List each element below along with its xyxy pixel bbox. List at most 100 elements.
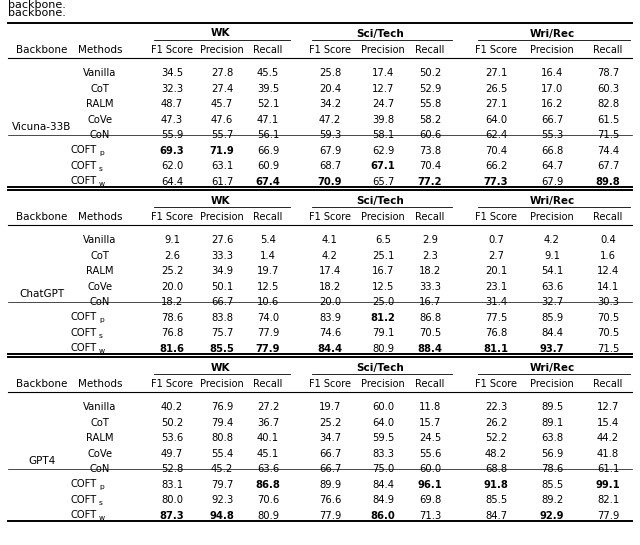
Text: 63.8: 63.8 [541,433,563,443]
Text: 77.5: 77.5 [485,313,507,323]
Text: 16.2: 16.2 [541,99,563,109]
Text: COFT: COFT [71,479,97,489]
Text: 17.0: 17.0 [541,83,563,94]
Text: 83.1: 83.1 [161,480,183,490]
Text: 44.2: 44.2 [597,433,619,443]
Text: 68.7: 68.7 [319,161,341,171]
Text: CoN: CoN [90,130,110,140]
Text: Vanilla: Vanilla [83,235,116,245]
Text: COFT: COFT [71,145,97,155]
Text: Precision: Precision [361,45,405,55]
Text: 25.2: 25.2 [319,417,341,428]
Text: Recall: Recall [253,212,283,222]
Text: 25.1: 25.1 [372,251,394,261]
Text: Precision: Precision [361,212,405,222]
Text: F1 Score: F1 Score [309,379,351,389]
Text: 71.5: 71.5 [597,130,619,140]
Text: 12.4: 12.4 [597,266,619,276]
Text: 20.0: 20.0 [161,282,183,292]
Text: 9.1: 9.1 [544,251,560,261]
Text: 27.2: 27.2 [257,402,279,412]
Text: 55.8: 55.8 [419,99,441,109]
Text: 18.2: 18.2 [419,266,441,276]
Text: 2.7: 2.7 [488,251,504,261]
Text: COFT: COFT [71,510,97,520]
Text: 81.1: 81.1 [483,344,509,354]
Text: 34.2: 34.2 [319,99,341,109]
Text: 79.7: 79.7 [211,480,233,490]
Text: 79.1: 79.1 [372,328,394,338]
Text: Recall: Recall [253,45,283,55]
Text: s: s [99,166,103,172]
Text: 0.7: 0.7 [488,235,504,245]
Text: 60.3: 60.3 [597,83,619,94]
Text: 12.7: 12.7 [597,402,619,412]
Text: 80.0: 80.0 [161,495,183,505]
Text: 60.0: 60.0 [419,464,441,474]
Text: 47.1: 47.1 [257,114,279,125]
Text: p: p [99,150,104,156]
Text: GPT4: GPT4 [28,457,56,467]
Text: Recall: Recall [593,45,623,55]
Text: 66.7: 66.7 [211,297,233,307]
Text: 45.7: 45.7 [211,99,233,109]
Text: Precision: Precision [200,212,244,222]
Text: 66.8: 66.8 [541,146,563,156]
Text: F1 Score: F1 Score [151,212,193,222]
Text: 71.5: 71.5 [597,344,619,354]
Text: 1.6: 1.6 [600,251,616,261]
Text: 85.9: 85.9 [541,313,563,323]
Text: 16.7: 16.7 [372,266,394,276]
Text: Recall: Recall [415,45,445,55]
Text: 40.1: 40.1 [257,433,279,443]
Text: 78.6: 78.6 [541,464,563,474]
Text: 71.9: 71.9 [210,146,234,156]
Text: 69.8: 69.8 [419,495,441,505]
Text: 25.2: 25.2 [161,266,183,276]
Text: 9.1: 9.1 [164,235,180,245]
Text: WK: WK [211,28,230,39]
Text: F1 Score: F1 Score [475,379,517,389]
Text: 39.8: 39.8 [372,114,394,125]
Text: 34.7: 34.7 [319,433,341,443]
Text: Vanilla: Vanilla [83,68,116,78]
Text: 62.0: 62.0 [161,161,183,171]
Text: 45.5: 45.5 [257,68,279,78]
Text: 83.8: 83.8 [211,313,233,323]
Text: 78.6: 78.6 [161,313,183,323]
Text: 62.4: 62.4 [485,130,507,140]
Text: 80.9: 80.9 [257,511,279,520]
Text: 33.3: 33.3 [211,251,233,261]
Text: 16.7: 16.7 [419,297,441,307]
Text: 92.3: 92.3 [211,495,233,505]
Text: Precision: Precision [530,45,574,55]
Text: WK: WK [211,362,230,373]
Text: 27.4: 27.4 [211,83,233,94]
Text: 60.9: 60.9 [257,161,279,171]
Text: Sci/Tech: Sci/Tech [356,362,404,373]
Text: 84.7: 84.7 [485,511,507,520]
Text: 85.5: 85.5 [541,480,563,490]
Text: 11.8: 11.8 [419,402,441,412]
Text: 18.2: 18.2 [161,297,183,307]
Text: 61.1: 61.1 [597,464,619,474]
Text: Recall: Recall [415,212,445,222]
Text: 84.4: 84.4 [372,480,394,490]
Text: 67.4: 67.4 [255,177,280,186]
Text: Recall: Recall [415,379,445,389]
Text: 55.3: 55.3 [541,130,563,140]
Text: 66.2: 66.2 [485,161,507,171]
Text: 56.9: 56.9 [541,449,563,459]
Text: 84.9: 84.9 [372,495,394,505]
Text: 20.1: 20.1 [485,266,507,276]
Text: 2.9: 2.9 [422,235,438,245]
Text: backbone.: backbone. [8,8,66,18]
Text: CoVe: CoVe [88,449,113,459]
Text: 50.2: 50.2 [419,68,441,78]
Text: 64.7: 64.7 [541,161,563,171]
Text: 91.8: 91.8 [484,480,508,490]
Text: F1 Score: F1 Score [475,45,517,55]
Text: 26.5: 26.5 [485,83,507,94]
Text: 36.7: 36.7 [257,417,279,428]
Text: F1 Score: F1 Score [309,45,351,55]
